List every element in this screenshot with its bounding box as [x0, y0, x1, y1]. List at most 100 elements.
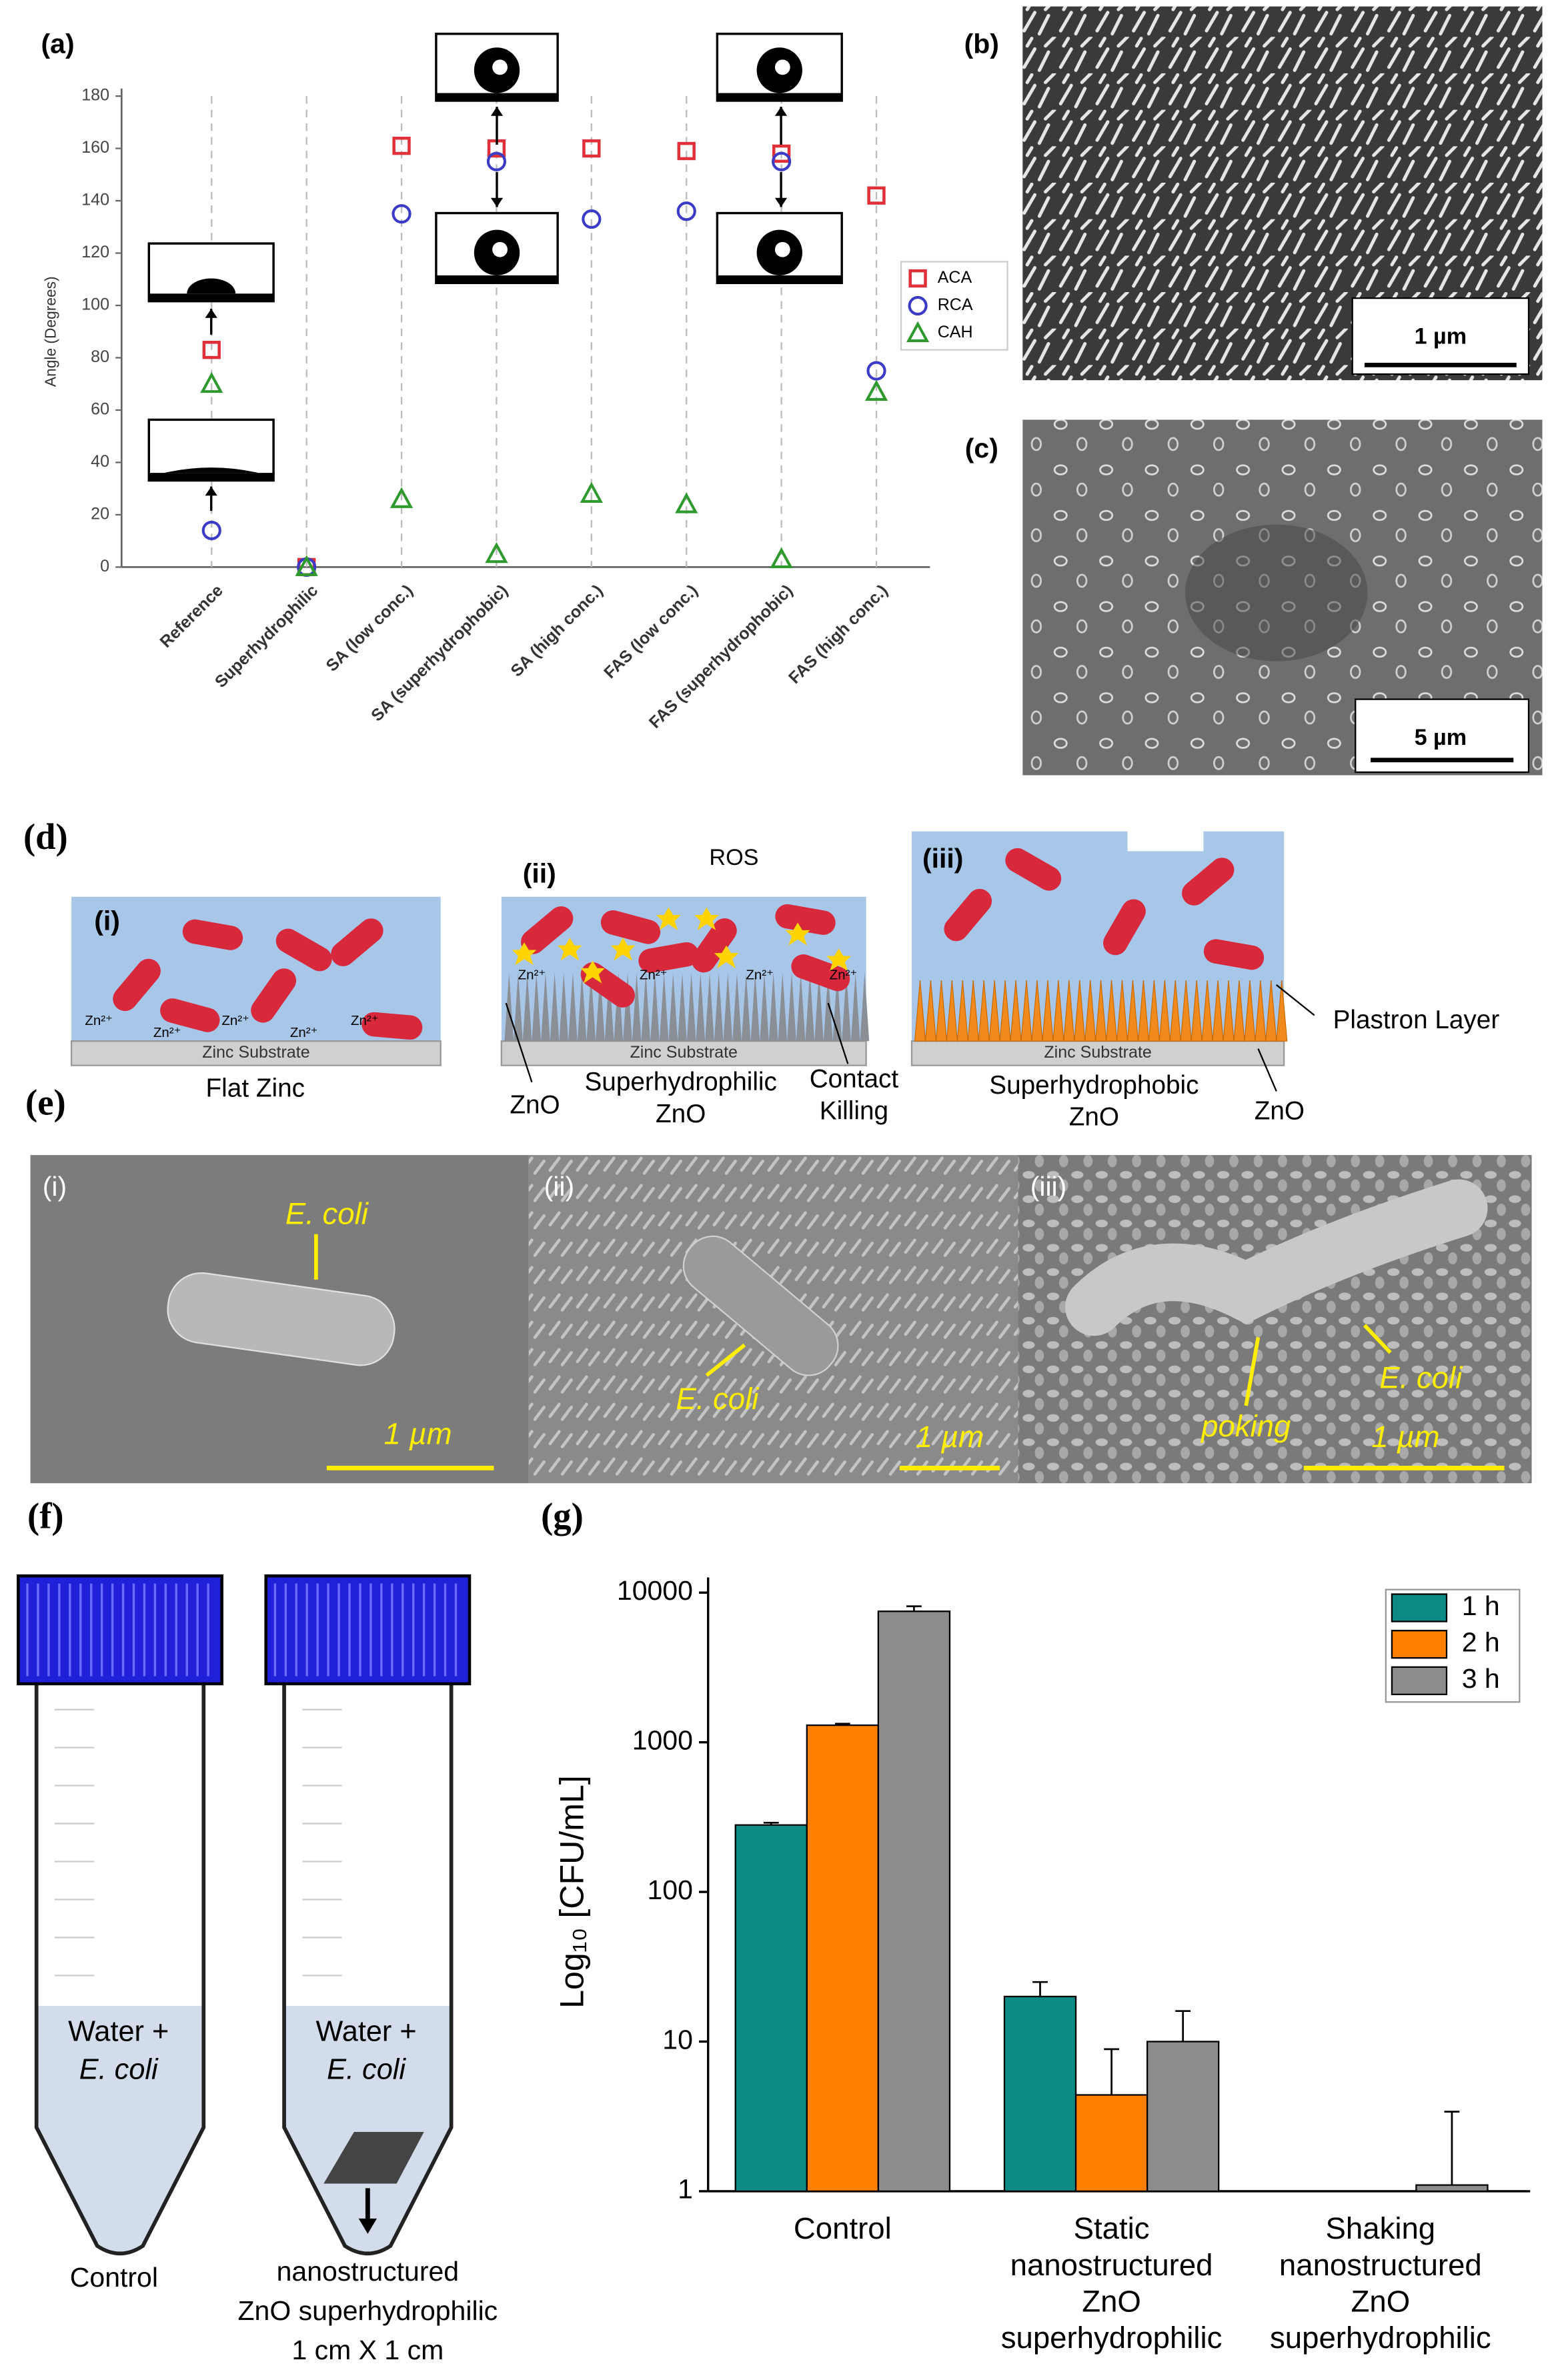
panel-label: (b)	[964, 29, 999, 59]
panel-label: (d)	[23, 816, 68, 857]
plastron-label: Plastron Layer	[1333, 1006, 1500, 1034]
bacterium-label: E. coli	[285, 1196, 369, 1230]
zno-spike	[723, 972, 733, 1042]
x-tick-label: SA (low conc.)	[322, 581, 416, 675]
marker-square	[582, 139, 601, 158]
arrow-head	[774, 197, 788, 207]
zno-spike	[686, 972, 696, 1042]
scale-bar-label: 1 µm	[1415, 323, 1467, 349]
bacterium-label: E. coli	[676, 1382, 760, 1416]
tube-caption: 1 cm X 1 cm	[291, 2335, 444, 2365]
tube-caption: nanostructured	[277, 2256, 460, 2287]
ros-burst	[558, 938, 582, 961]
zno-spike	[850, 972, 860, 1042]
zno-spike	[1052, 980, 1064, 1042]
tube-label: Water +	[316, 2015, 417, 2047]
cell-body	[167, 1272, 396, 1366]
zno-spike	[623, 972, 632, 1042]
zno-spike	[614, 972, 624, 1042]
inset-surface	[149, 293, 274, 301]
marker-square	[908, 269, 927, 288]
bacterium	[182, 919, 243, 950]
ion-label: Zn²⁺	[518, 968, 546, 983]
zno-spike	[1201, 980, 1213, 1042]
y-tick-label: 40	[91, 452, 109, 471]
marker-triangle	[864, 379, 888, 401]
substrate	[500, 1040, 867, 1066]
scheme-label: (i)	[94, 905, 120, 936]
bar	[734, 1824, 808, 2193]
zno-spike	[1105, 980, 1118, 1042]
ros-burst	[580, 960, 605, 984]
bacterium	[691, 918, 737, 973]
zno-spike	[1255, 980, 1267, 1042]
panel-label: (a)	[41, 29, 75, 59]
zno-chip	[323, 2132, 424, 2184]
zno-spike	[1212, 980, 1224, 1042]
x-tick-label: FAS (low conc.)	[600, 581, 702, 682]
ion-label: Zn²⁺	[290, 1025, 318, 1040]
ros-burst	[714, 945, 739, 968]
zno-spike	[504, 972, 514, 1042]
tube-caption: Control	[70, 2262, 158, 2293]
zno-spike	[946, 980, 958, 1042]
zno-spike	[760, 972, 769, 1042]
label-gap	[1127, 830, 1204, 852]
y-tick-label: 60	[91, 400, 109, 419]
bacterium	[600, 910, 661, 944]
zno-spike	[1191, 980, 1203, 1042]
zno-spike	[1265, 980, 1277, 1042]
zno-spike	[532, 972, 542, 1042]
substrate-label: Zinc Substrate	[202, 1043, 309, 1062]
substrate-label: Zinc Substrate	[630, 1043, 738, 1062]
bacterium	[1005, 848, 1062, 891]
x-tick-label: Control	[794, 2211, 892, 2245]
legend-label: 3 h	[1462, 1663, 1500, 1694]
bacterium	[251, 968, 297, 1023]
zno-spike	[796, 972, 806, 1042]
bacterium	[275, 928, 332, 972]
zno-spike	[1063, 980, 1075, 1042]
inset-surface	[436, 275, 558, 283]
pointer	[1363, 1324, 1392, 1354]
marker-square	[772, 144, 791, 163]
y-tick-label: 20	[91, 505, 109, 523]
zno-spike	[842, 972, 851, 1042]
bacterium	[638, 942, 699, 973]
ros-burst	[656, 907, 681, 930]
droplet	[164, 467, 259, 473]
tube-label: E. coli	[79, 2053, 159, 2085]
scale-bar-label: 1 µm	[383, 1417, 452, 1451]
zno-spike	[805, 972, 815, 1042]
bar	[877, 1610, 951, 2193]
image-label: (ii)	[544, 1171, 575, 1202]
zno-spike	[696, 972, 706, 1042]
marker-circle	[866, 361, 886, 381]
zno-spike	[641, 972, 651, 1042]
ros-burst	[610, 938, 636, 961]
zno-spike	[632, 972, 642, 1042]
y-tick-label: 1	[678, 2174, 693, 2205]
inset-surface	[717, 275, 842, 283]
zno-spike	[714, 972, 724, 1042]
zno-spike	[1031, 980, 1043, 1042]
ion-label: Zn²⁺	[640, 968, 668, 983]
zno-spike	[967, 980, 979, 1042]
y-axis-label: Log₁₀ [CFU/mL]	[553, 1775, 590, 2009]
bacterium	[521, 906, 574, 954]
zno-spike	[978, 980, 990, 1042]
zno-spike	[1010, 980, 1022, 1042]
arrow-head	[490, 107, 504, 116]
zno-spike	[1020, 980, 1032, 1042]
x-tick-label: superhydrophilic	[1270, 2321, 1491, 2355]
panel-label: (e)	[25, 1082, 66, 1123]
tube-label: E. coli	[327, 2053, 406, 2085]
bacterium	[1203, 939, 1265, 970]
marker-triangle	[295, 555, 318, 576]
legend-label: 1 h	[1462, 1590, 1500, 1621]
y-tick-label: 1000	[632, 1724, 693, 1755]
scale-bar-label: 5 µm	[1415, 725, 1467, 750]
marker-square	[867, 186, 886, 205]
y-tick-label: 10	[662, 2024, 693, 2055]
scheme-caption: ZnO	[656, 1100, 706, 1128]
